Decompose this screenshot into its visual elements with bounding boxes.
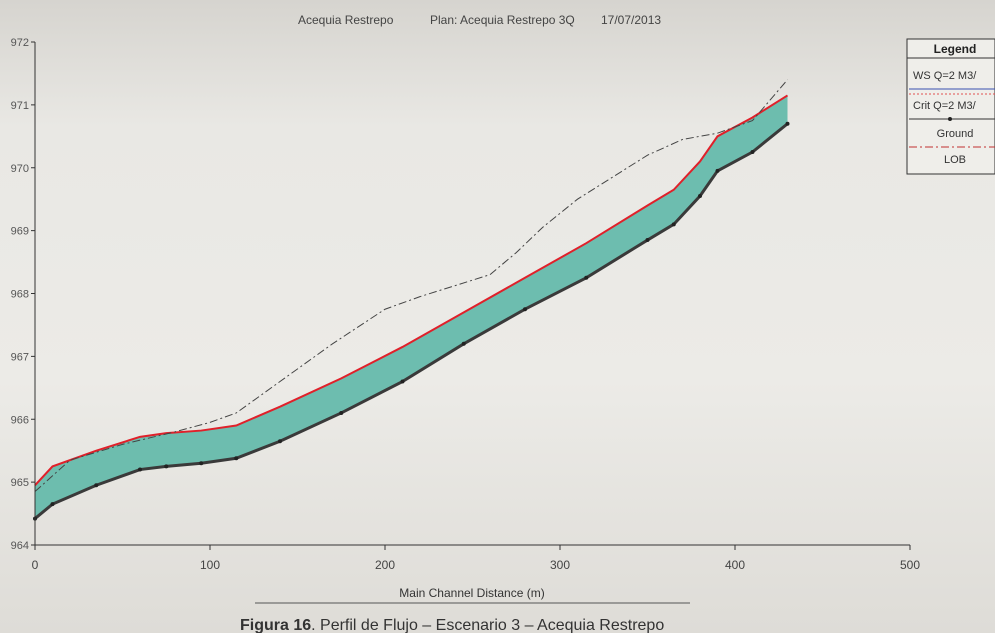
ground-point <box>523 307 527 312</box>
legend-entry-ground: Ground <box>937 128 974 140</box>
x-tick-label: 100 <box>200 558 220 572</box>
y-tick-label: 968 <box>11 289 29 301</box>
y-tick-label: 966 <box>11 414 29 426</box>
series-layer <box>33 79 790 521</box>
water-fill-area <box>35 95 788 519</box>
ground-point <box>785 121 790 126</box>
y-ticks: 964 965 966 967 968 969 970 971 972 <box>11 37 35 552</box>
header-plan: Plan: Acequia Restrepo 3Q <box>430 13 575 27</box>
caption-text: . Perfil de Flujo – Escenario 3 – Acequi… <box>311 617 664 633</box>
legend-title: Legend <box>934 42 977 56</box>
y-tick-label: 971 <box>11 100 29 112</box>
y-tick-label: 970 <box>11 163 29 175</box>
ground-point <box>698 194 702 199</box>
y-tick-label: 969 <box>11 226 29 238</box>
ground-point <box>234 456 239 461</box>
legend-box <box>906 38 995 175</box>
x-tick-label: 0 <box>32 558 39 572</box>
ground-point <box>645 238 650 243</box>
header-date: 17/07/2013 <box>601 13 661 27</box>
x-tick-label: 300 <box>550 558 570 572</box>
ground-point <box>715 168 720 173</box>
legend-ground-marker <box>948 117 952 121</box>
ground-point <box>94 483 99 488</box>
ground-point <box>138 467 142 472</box>
y-tick-label: 972 <box>11 37 29 49</box>
y-tick-label: 965 <box>11 477 29 489</box>
ground-point <box>50 502 55 507</box>
ground-point <box>671 222 676 227</box>
ground-point <box>278 439 282 444</box>
series-lob-line <box>34 79 788 492</box>
caption-figure-number: Figura 16 <box>240 617 311 633</box>
legend: Legend WS Q=2 M3/ Crit Q=2 M3/ Ground LO… <box>906 38 995 175</box>
legend-entry-lob: LOB <box>944 154 966 166</box>
series-ws-line <box>34 94 789 486</box>
x-tick-label: 400 <box>725 558 745 572</box>
ground-point <box>461 341 466 346</box>
ground-point <box>400 379 405 384</box>
x-tick-label: 500 <box>900 558 920 572</box>
header-river: Acequia Restrepo <box>298 13 394 27</box>
legend-entry-ws: WS Q=2 M3/ <box>913 70 977 82</box>
ground-point <box>164 464 169 469</box>
y-tick-label: 964 <box>11 540 29 552</box>
x-axis-label: Main Channel Distance (m) <box>399 586 544 600</box>
legend-entry-crit: Crit Q=2 M3/ <box>913 100 977 112</box>
y-tick-label: 967 <box>11 351 29 363</box>
ground-point <box>339 410 344 415</box>
ground-point <box>199 461 204 466</box>
plot-area: 964 965 966 967 968 969 970 971 972 0 100 200 300 40… <box>11 37 921 572</box>
figure-caption: Figura 16. Perfil de Flujo – Escenario 3… <box>240 617 664 633</box>
ground-point <box>584 275 589 280</box>
chart-header: Acequia Restrepo Plan: Acequia Restrepo … <box>298 13 661 27</box>
x-ticks: 0 100 200 300 400 500 <box>32 545 920 572</box>
x-tick-label: 200 <box>375 558 395 572</box>
ground-point <box>750 150 755 155</box>
